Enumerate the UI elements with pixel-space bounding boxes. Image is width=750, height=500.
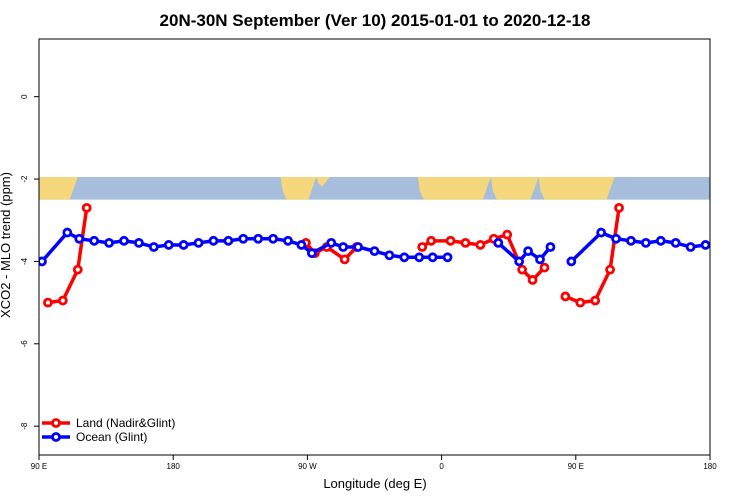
y-tick-label: 0 — [20, 94, 29, 99]
legend-label: Land (Nadir&Glint) — [76, 416, 175, 430]
data-point — [640, 237, 651, 248]
data-point — [339, 254, 350, 265]
data-point — [670, 237, 681, 248]
data-point — [268, 233, 279, 244]
series-line — [421, 232, 546, 282]
map-land-asia-1 — [39, 176, 78, 200]
x-axis-ticks: 90 E 180 90 W 0 90 E 180 — [31, 455, 717, 471]
series-line — [564, 207, 621, 305]
x-tick-label: 180 — [703, 462, 717, 471]
data-point — [685, 242, 696, 252]
legend-swatch-point — [51, 432, 61, 442]
legend-label: Ocean (Glint) — [76, 430, 147, 444]
y-axis-label: XCO2 - MLO trend (ppm) — [0, 172, 13, 318]
chart-title: 20N-30N September (Ver 10) 2015-01-01 to… — [160, 11, 591, 30]
data-point — [596, 227, 607, 238]
data-point — [523, 246, 533, 257]
data-point — [502, 229, 513, 240]
series-layer — [39, 202, 710, 308]
legend-swatch-point — [51, 418, 61, 428]
data-point — [417, 242, 428, 252]
series-line — [40, 230, 448, 263]
data-point — [148, 242, 159, 252]
legend: Land (Nadir&Glint)Ocean (Glint) — [42, 416, 175, 444]
data-point — [399, 252, 410, 263]
data-point — [460, 237, 471, 248]
data-point — [427, 252, 438, 263]
data-point — [338, 242, 349, 252]
data-point — [62, 227, 73, 238]
y-tick-label: -6 — [20, 340, 29, 348]
x-tick-label: 180 — [167, 462, 181, 471]
data-point — [614, 202, 624, 213]
data-point — [74, 233, 85, 244]
data-point — [283, 235, 293, 246]
data-point — [81, 202, 92, 213]
y-axis-ticks: 0 -2 -4 -6 -8 — [20, 94, 39, 430]
data-point — [700, 240, 710, 250]
data-point — [223, 235, 234, 246]
data-point — [72, 264, 83, 275]
data-point — [539, 262, 550, 273]
data-point — [326, 237, 337, 248]
data-point — [89, 235, 100, 246]
data-point — [296, 240, 307, 250]
data-point — [560, 291, 571, 302]
data-point — [193, 237, 204, 248]
data-point — [43, 297, 53, 308]
data-point — [426, 235, 437, 246]
map-land-mexico — [316, 176, 330, 188]
data-point — [575, 297, 586, 308]
data-point — [353, 242, 363, 252]
data-point — [178, 240, 189, 250]
series-ocean-glint — [39, 227, 710, 267]
data-point — [134, 237, 144, 248]
data-point — [384, 250, 395, 261]
data-point — [493, 237, 504, 248]
x-tick-label: 90 E — [568, 462, 584, 471]
data-point — [104, 237, 114, 248]
data-point — [605, 264, 615, 275]
x-tick-label: 90 E — [31, 462, 47, 471]
x-axis-label: Longitude (deg E) — [323, 476, 426, 491]
data-point — [39, 256, 47, 267]
data-point — [369, 246, 380, 257]
data-point — [566, 256, 577, 267]
data-point — [611, 233, 621, 244]
data-point — [253, 233, 264, 244]
series-line — [570, 230, 706, 263]
data-point — [57, 295, 68, 306]
data-point — [527, 275, 538, 285]
data-point — [119, 235, 129, 246]
data-point — [414, 252, 425, 263]
data-point — [535, 254, 545, 265]
data-point — [442, 252, 453, 263]
data-point — [238, 233, 249, 244]
map-land-north-america — [280, 176, 317, 200]
map-land-arabia-india — [490, 176, 539, 200]
map-land-africa — [417, 176, 491, 200]
plot-frame — [38, 38, 711, 456]
y-tick-label: -2 — [20, 175, 29, 183]
data-point — [306, 248, 317, 259]
x-tick-label: 0 — [439, 462, 444, 471]
data-point — [208, 235, 219, 246]
data-point — [514, 256, 525, 267]
series-line — [47, 207, 89, 305]
data-point — [475, 240, 486, 250]
data-point — [655, 235, 666, 246]
data-point — [163, 240, 174, 250]
y-tick-label: -8 — [20, 422, 29, 430]
map-land-asia-2 — [538, 176, 615, 200]
data-point — [517, 264, 528, 275]
x-tick-label: 90 W — [298, 462, 317, 471]
data-point — [626, 235, 636, 246]
data-point — [445, 235, 456, 246]
data-point — [590, 295, 601, 306]
data-point — [545, 242, 556, 252]
world-map-strip — [39, 176, 710, 200]
y-tick-label: -4 — [20, 257, 29, 265]
